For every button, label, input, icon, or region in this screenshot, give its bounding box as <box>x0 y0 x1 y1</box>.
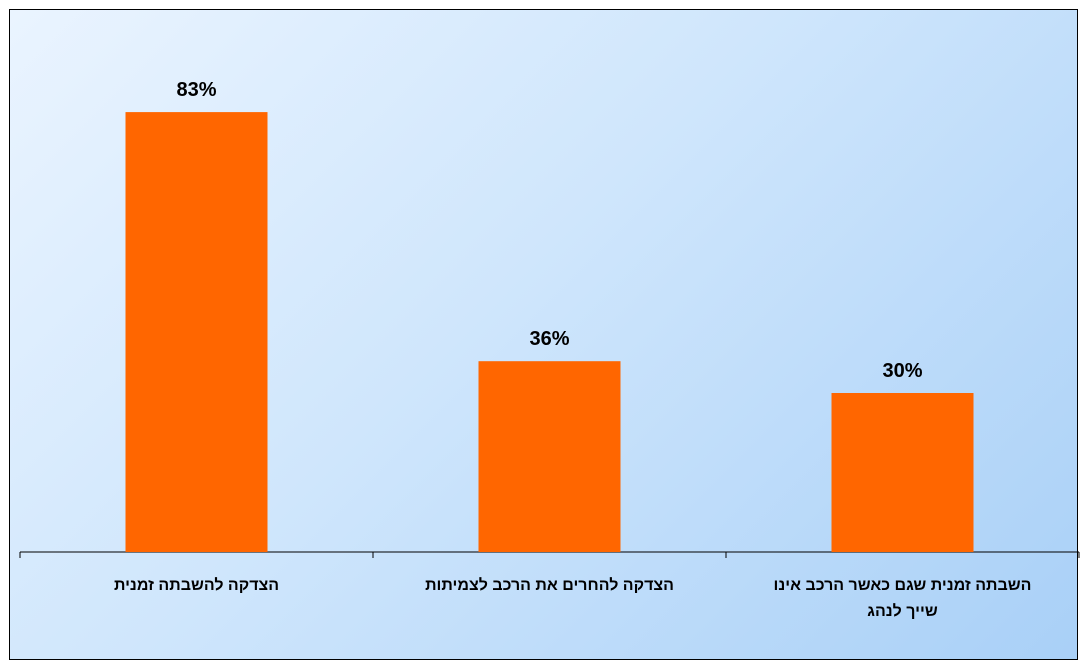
x-tick-label: שייך לנהג <box>867 602 938 620</box>
data-label: 30% <box>882 360 922 382</box>
x-tick-label: הצדקה להחרים את הרכב לצמיתות <box>425 576 674 594</box>
data-label: 83% <box>176 79 216 101</box>
bars <box>125 112 974 552</box>
x-axis <box>19 551 1080 558</box>
bar <box>125 112 268 552</box>
x-tick-label: הצדקה להשבתה זמנית <box>114 576 279 594</box>
labels: 83% הצדקה להשבתה זמנית 36% הצדקה להחרים את … <box>114 79 1032 620</box>
x-tick-label: השבתה זמנית שגם כאשר הרכב אינו <box>774 577 1032 594</box>
bar <box>831 393 974 552</box>
data-label: 36% <box>529 328 569 350</box>
bar <box>478 361 621 552</box>
